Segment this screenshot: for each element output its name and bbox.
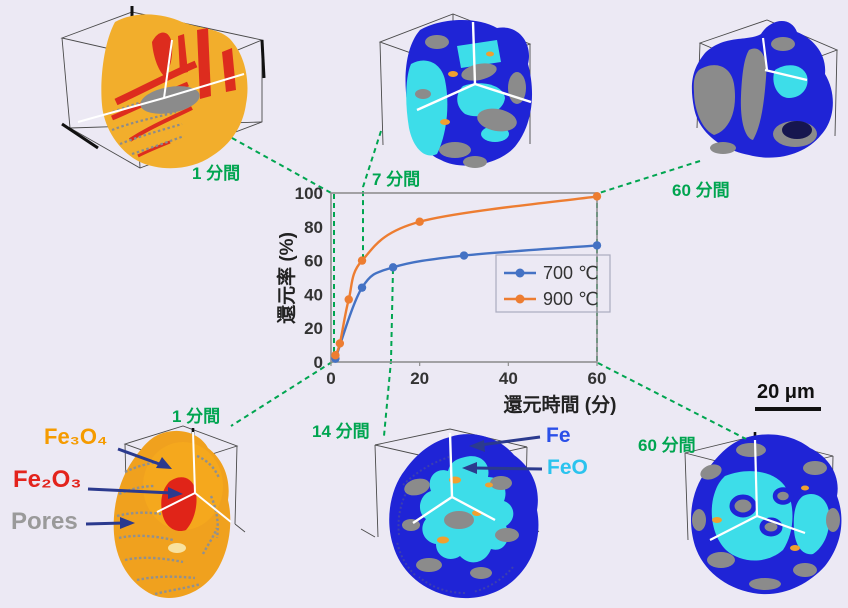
label-fe2o3: Fe₂O₃ xyxy=(13,466,82,493)
connector-7min xyxy=(362,130,382,258)
data-point-900℃ xyxy=(415,217,424,226)
x-tick-label: 20 xyxy=(410,369,429,388)
feo-arrow xyxy=(473,466,543,471)
pores-arrow xyxy=(85,521,125,526)
time-label-bottom-right: 60 分間 xyxy=(638,436,696,455)
magnetite-flecks xyxy=(440,51,494,125)
pore-patches xyxy=(402,476,519,579)
y-tick-label: 60 xyxy=(304,252,323,271)
pore-speckles xyxy=(107,98,185,156)
data-point-700℃ xyxy=(592,241,602,250)
y-tick-label: 20 xyxy=(304,319,323,338)
connector-top-left xyxy=(231,137,334,195)
data-point-700℃ xyxy=(357,283,367,292)
time-label-top-left: 1 分間 xyxy=(192,164,241,183)
legend-label: 700 ℃ xyxy=(543,263,598,283)
y-tick-label: 100 xyxy=(295,184,323,203)
y-tick-label: 40 xyxy=(304,285,323,304)
time-label-top-center: 7 分間 xyxy=(372,170,421,189)
scale-bar xyxy=(755,407,821,411)
y-axis-title: 還元率 (%) xyxy=(275,232,298,324)
annotation-arrows xyxy=(85,435,543,529)
tomogram-bottom-center-14min xyxy=(360,428,540,599)
cut-face-edges xyxy=(416,21,532,112)
hematite-streaks xyxy=(152,28,236,99)
connector-14min xyxy=(383,268,394,437)
y-tick-label: 80 xyxy=(304,218,323,237)
data-point-900℃ xyxy=(335,339,345,348)
connector-lines xyxy=(230,130,747,440)
data-point-900℃ xyxy=(357,256,367,265)
fe2o3-arrow xyxy=(87,487,173,495)
data-point-900℃ xyxy=(592,192,602,201)
scale-bar-label: 20 μm xyxy=(757,381,815,403)
label-pores: Pores xyxy=(11,508,78,535)
wustite-area-right xyxy=(793,493,830,555)
cut-face-edges xyxy=(77,39,245,123)
cut-face-edges xyxy=(709,439,806,541)
x-tick-label: 60 xyxy=(588,369,607,388)
edge-speckles xyxy=(396,456,514,594)
axis-ticks: 0 20 40 60 0 20 40 60 80 100 xyxy=(295,184,607,388)
time-label-bottom-center: 14 分間 xyxy=(312,422,370,441)
tomogram-top-right-60min xyxy=(691,19,839,158)
wustite-face xyxy=(406,60,448,156)
cut-face-edges xyxy=(761,37,808,82)
x-tick-label: 40 xyxy=(499,369,518,388)
series-layer xyxy=(331,192,602,363)
pore-patches xyxy=(692,443,840,590)
pale-inclusion xyxy=(168,543,186,553)
label-fe: Fe xyxy=(546,424,571,447)
cut-face-edges xyxy=(412,432,496,524)
tomogram-top-center-7min xyxy=(378,13,533,168)
legend: 700 ℃ 900 ℃ xyxy=(504,263,598,309)
data-point-700℃ xyxy=(388,263,398,272)
data-point-900℃ xyxy=(331,351,340,360)
tomogram-top-left-1min xyxy=(60,6,266,169)
y-tick-label: 0 xyxy=(314,353,323,372)
pore-hole-dark xyxy=(782,121,812,139)
pore-speckles xyxy=(116,454,221,596)
tomogram-bottom-right-60min xyxy=(684,432,842,595)
fe3o4-arrow xyxy=(117,447,163,467)
label-feo: FeO xyxy=(547,456,588,479)
series-line-700℃ xyxy=(334,244,598,360)
time-label-top-right: 60 分間 xyxy=(672,181,730,200)
wustite-area-left xyxy=(711,471,793,561)
connector-bottom-right xyxy=(597,362,747,440)
cut-face-edges xyxy=(156,431,232,523)
data-point-900℃ xyxy=(344,295,353,304)
pore-blob xyxy=(140,86,200,114)
connector-bottom-left xyxy=(230,361,333,427)
label-fe3o4: Fe₃O₄ xyxy=(44,424,108,449)
legend-marker xyxy=(515,268,525,278)
legend-marker xyxy=(515,294,525,304)
fe-arrow xyxy=(479,435,541,447)
magnetite-flecks xyxy=(712,485,809,551)
legend-box xyxy=(495,254,611,313)
data-point-700℃ xyxy=(459,251,469,260)
time-label-bottom-left: 1 分間 xyxy=(172,407,221,426)
x-tick-label: 0 xyxy=(326,369,335,388)
legend-label: 900 ℃ xyxy=(543,289,598,309)
x-axis-title: 還元時間 (分) xyxy=(504,394,617,416)
plot-frame xyxy=(330,192,598,363)
